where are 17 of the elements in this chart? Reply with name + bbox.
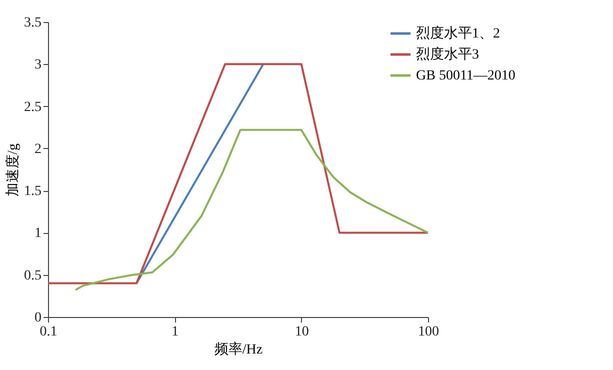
x-tick-label: 0.1 bbox=[40, 324, 58, 340]
y-tick-label: 1.5 bbox=[24, 184, 42, 200]
y-tick-label: 3 bbox=[34, 58, 42, 73]
legend-label: GB 50011—2010 bbox=[416, 68, 516, 84]
y-tick-label: 1 bbox=[34, 226, 42, 242]
y-tick-label: 0 bbox=[34, 310, 42, 326]
y-tick-label: 3.5 bbox=[24, 16, 42, 30]
legend-label: 烈度水平3 bbox=[416, 46, 479, 62]
y-tick-label: 0.5 bbox=[24, 268, 42, 284]
y-tick-label: 2.5 bbox=[24, 100, 42, 115]
x-tick-label: 10 bbox=[294, 324, 309, 340]
y-axis-title: 加速度/g bbox=[5, 144, 21, 196]
x-axis-title: 频率/Hz bbox=[214, 342, 263, 358]
x-tick-label: 1 bbox=[172, 324, 179, 340]
legend-label: 烈度水平1、2 bbox=[416, 26, 500, 42]
x-tick-label: 100 bbox=[418, 324, 439, 340]
y-tick-label: 2 bbox=[34, 142, 42, 157]
